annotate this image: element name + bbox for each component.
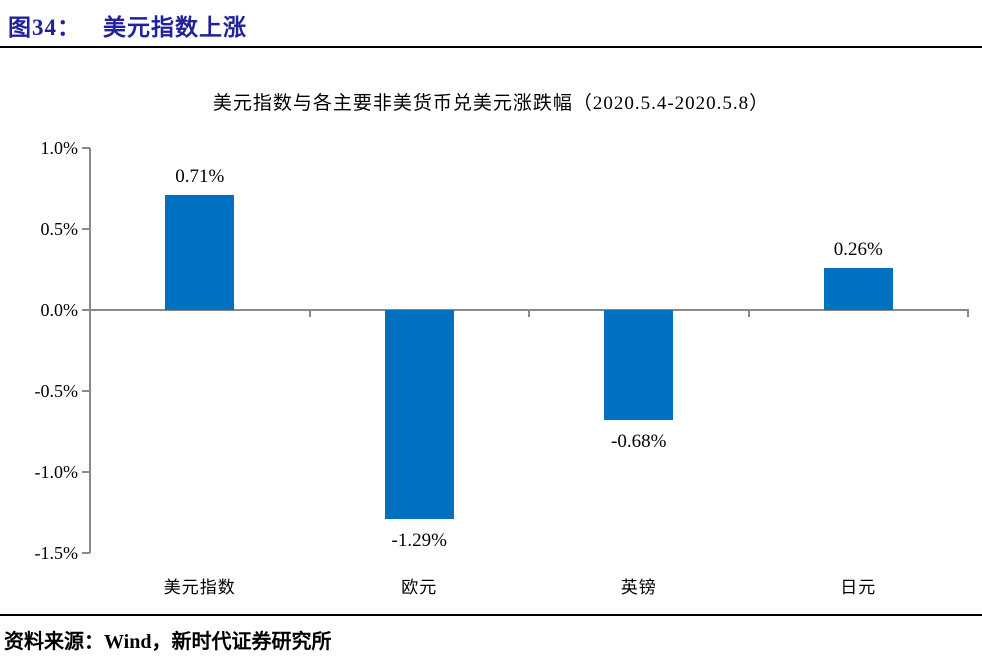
y-axis-tick [82,309,90,311]
y-axis-tick [82,390,90,392]
bar-value-label: 0.26% [833,238,883,260]
y-axis-tick [82,552,90,554]
footer-divider [0,614,982,616]
bar-1 [165,194,235,310]
y-axis-tick-label: 0.5% [40,219,79,239]
y-axis-tick [82,147,90,149]
x-axis-category-label: 日元 [840,578,877,597]
bar-4 [823,267,893,310]
header-divider [0,46,982,48]
x-axis-tick [308,310,311,317]
y-axis-tick-label: -1.5% [34,543,79,563]
x-axis-tick [747,310,750,317]
y-axis-tick [82,228,90,230]
y-axis-line [89,148,91,553]
y-axis-tick-label: -1.0% [34,462,79,482]
bar-2 [384,310,454,519]
source-text: Wind，新时代证券研究所 [104,631,332,653]
source-label: 资料来源： [4,631,104,653]
y-axis-tick-label: 0.0% [40,300,79,320]
bar-value-label: -1.29% [391,529,447,551]
source-note: 资料来源：Wind，新时代证券研究所 [4,625,331,654]
chart-title: 美元指数与各主要非美货币兑美元涨跌幅（2020.5.4-2020.5.8） [212,93,770,114]
x-axis-category-label: 美元指数 [163,578,236,597]
x-axis-tick [528,310,530,317]
figure-number: 图34： [8,15,81,40]
figure-header: 图34： 美元指数上涨 [8,8,247,42]
bar-value-label: -0.68% [611,431,667,453]
y-axis-tick-label: 1.0% [40,138,79,158]
x-axis-category-label: 欧元 [401,578,438,597]
y-axis-tick-label: -0.5% [34,381,79,401]
bar-3 [604,310,674,421]
figure-title: 美元指数上涨 [103,15,247,40]
y-axis-tick [82,471,90,473]
x-axis-tick [967,310,969,317]
x-axis-category-label: 英镑 [620,578,657,597]
bar-value-label: 0.71% [175,165,225,187]
